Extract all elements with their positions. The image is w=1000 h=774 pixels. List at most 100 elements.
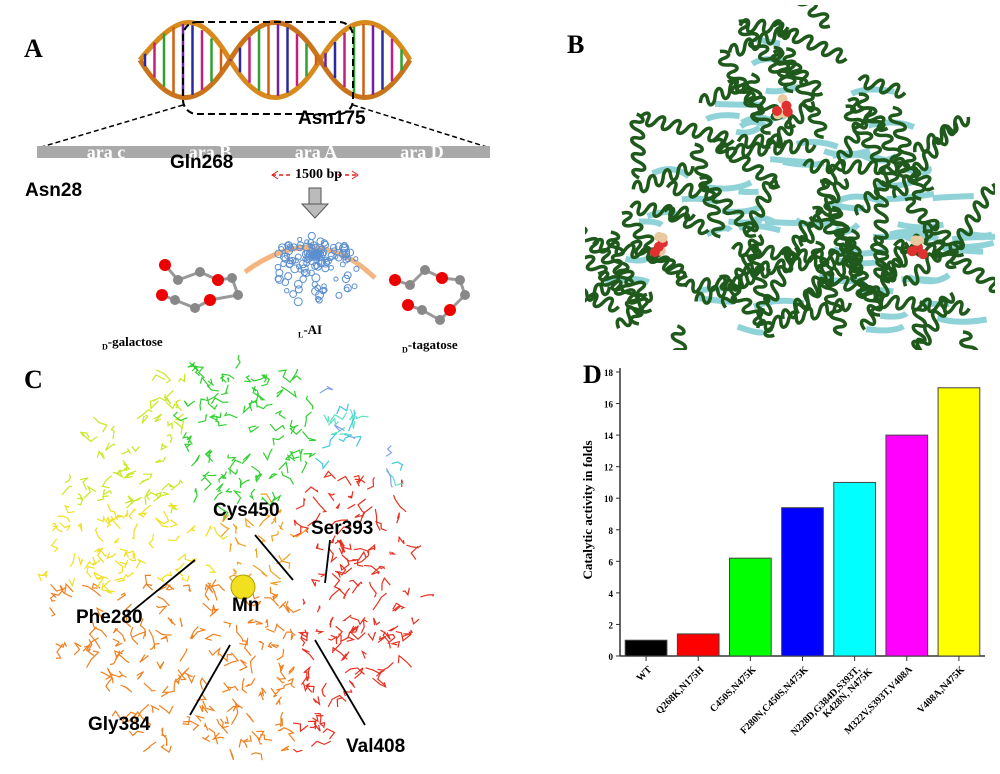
backbone-segment xyxy=(204,583,214,594)
backbone-segment xyxy=(173,669,183,683)
atom xyxy=(156,289,168,301)
backbone-segment xyxy=(162,733,168,747)
helix-coil xyxy=(333,276,339,282)
residue-ser393: Ser393 xyxy=(311,518,374,539)
backbone-segment xyxy=(270,580,281,586)
backbone-segment xyxy=(328,635,338,645)
backbone-segment xyxy=(208,727,219,745)
backbone-segment xyxy=(375,521,387,532)
helix-coil xyxy=(316,237,325,246)
backbone-segment xyxy=(153,491,171,502)
backbone-segment xyxy=(365,667,385,674)
enzyme-prefix: L xyxy=(298,330,304,340)
backbone-segment xyxy=(300,448,304,462)
backbone-segment xyxy=(80,431,98,443)
backbone-segment xyxy=(229,459,242,475)
bar-chart: Catalytic activity in folds 0 2 4 6 8 10 12 14 1… xyxy=(580,368,985,738)
backbone-segment xyxy=(341,636,356,642)
backbone-segment xyxy=(155,491,162,499)
backbone-segment xyxy=(241,453,251,465)
atom xyxy=(173,275,183,285)
helix-coil xyxy=(321,264,330,273)
backbone-segment xyxy=(208,646,221,656)
backbone-segment xyxy=(227,467,238,476)
helix-coil xyxy=(299,275,307,283)
alpha-helix xyxy=(720,233,765,309)
backbone-segment xyxy=(256,392,266,401)
backbone-segment xyxy=(333,424,345,432)
x-tick-label: Q268K,N175H xyxy=(654,664,707,717)
product-name: -tagatose xyxy=(407,337,458,352)
backbone-segment xyxy=(354,667,364,679)
backbone-segment xyxy=(228,574,239,584)
backbone-segment xyxy=(301,461,308,474)
backbone-segment xyxy=(327,694,347,708)
backbone-segment xyxy=(166,433,173,444)
backbone-segment xyxy=(156,661,165,670)
backbone-segment xyxy=(183,400,196,407)
backbone-segment xyxy=(349,579,360,587)
backbone-segment xyxy=(139,618,147,636)
backbone-segment xyxy=(264,597,279,607)
backbone-segment xyxy=(284,449,301,460)
y-tick-label: 14 xyxy=(604,431,614,441)
backbone-segment xyxy=(168,535,181,541)
backbone-segment xyxy=(182,720,200,731)
backbone-segment xyxy=(124,614,132,628)
backbone-segment xyxy=(92,622,108,638)
backbone-segment xyxy=(235,355,241,369)
helix-coil xyxy=(289,290,298,298)
backbone-segment xyxy=(106,517,116,528)
alpha-helix xyxy=(585,234,623,292)
backbone-segment xyxy=(372,677,387,689)
backbone-segment xyxy=(338,539,345,556)
alpha-helix xyxy=(904,196,965,258)
backbone-segment xyxy=(143,473,153,479)
backbone-segment xyxy=(59,585,73,598)
backbone-segment xyxy=(242,640,252,657)
backbone-segment xyxy=(245,712,255,723)
backbone-segment xyxy=(354,475,365,485)
backbone-segment xyxy=(119,559,129,568)
backbone-segment xyxy=(338,434,352,442)
y-tick-label: 0 xyxy=(609,652,614,662)
backbone-segment xyxy=(373,617,381,626)
backbone-segment xyxy=(219,522,230,537)
bar-1 xyxy=(676,633,720,657)
backbone-segment xyxy=(55,643,64,659)
alpha-helix xyxy=(742,254,826,278)
alpha-helix xyxy=(585,274,620,313)
backbone-segment xyxy=(139,654,149,663)
backbone-segment xyxy=(387,625,399,632)
backbone-segment xyxy=(355,479,366,487)
helix-coil xyxy=(335,291,343,299)
backbone-segment xyxy=(135,558,147,569)
helix-coil xyxy=(334,254,343,262)
backbone-segment xyxy=(86,565,95,578)
enzyme-name: -AI xyxy=(303,322,323,337)
ligand-sphere xyxy=(911,235,922,246)
backbone-segment xyxy=(167,504,177,508)
backbone-segment xyxy=(247,618,255,624)
backbone-segment xyxy=(257,737,263,745)
helix-coil xyxy=(321,283,327,289)
backbone-segment xyxy=(301,671,308,686)
backbone-segment xyxy=(278,460,289,474)
backbone-segment xyxy=(163,390,174,405)
backbone-segment xyxy=(64,474,71,484)
backbone-segment xyxy=(64,504,75,514)
helix-coil xyxy=(286,257,294,265)
helix-coil xyxy=(302,256,308,262)
backbone-segment xyxy=(330,426,346,436)
backbone-segment xyxy=(161,482,175,491)
backbone-segment xyxy=(155,605,168,615)
backbone-segment xyxy=(260,374,268,383)
backbone-segment xyxy=(392,602,401,612)
backbone-segment xyxy=(331,573,341,591)
atom xyxy=(227,273,237,283)
backbone-segment xyxy=(175,399,181,409)
backbone-segment xyxy=(109,650,121,666)
backbone-segment xyxy=(411,617,420,625)
gene-ara-c: ara c xyxy=(86,142,126,162)
backbone-segment xyxy=(179,648,188,662)
